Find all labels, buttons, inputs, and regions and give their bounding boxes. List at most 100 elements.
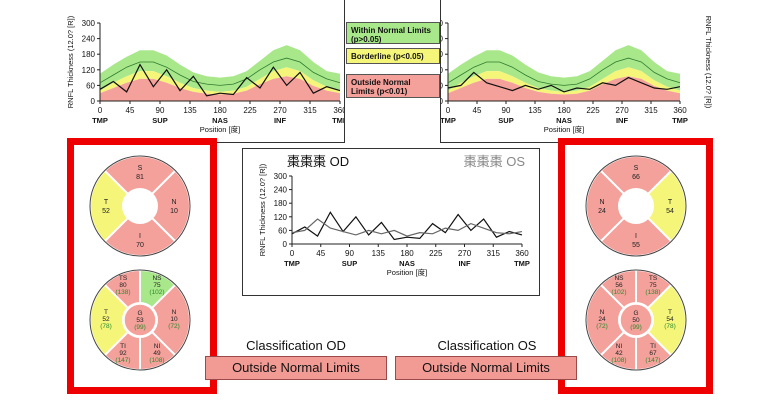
y-tick-label: 120: [82, 66, 96, 75]
sector-label: TS: [119, 275, 128, 282]
y-tick-label: 300: [440, 19, 444, 28]
region-label: INF: [616, 116, 629, 125]
x-tick-label: 90: [156, 106, 165, 115]
x-tick-label: 360: [515, 249, 529, 258]
y-tick-label: 180: [274, 199, 288, 208]
y-tick-label: 60: [278, 226, 287, 235]
y-tick-label: 300: [82, 19, 96, 28]
sector-label: N: [172, 309, 177, 316]
comparison-title-os: 棗棗棗 OS: [464, 154, 526, 169]
x-tick-label: 45: [316, 249, 325, 258]
x-tick-label: 180: [213, 106, 227, 115]
sector-norm: (147): [115, 357, 130, 364]
sector-label: G: [633, 310, 638, 317]
quadrant-label: I: [139, 233, 141, 240]
sector-norm: (99): [630, 324, 642, 331]
sector-label: N: [600, 309, 605, 316]
sector-value: 24: [598, 316, 606, 323]
x-tick-label: 180: [400, 249, 414, 258]
sector-value: 10: [170, 316, 178, 323]
y-tick-label: 0: [440, 97, 444, 106]
y-axis-label: RNFL Thickness (12.0? [R]): [704, 16, 713, 109]
x-tick-label: 135: [528, 106, 542, 115]
sector-norm: (99): [134, 324, 146, 331]
sector-value: 80: [119, 282, 127, 289]
y-tick-label: 60: [86, 81, 95, 90]
quadrant-center: [618, 188, 654, 224]
x-axis-label: Position [度]: [387, 267, 427, 277]
comparison-title-od: 棗棗棗 OD: [287, 154, 349, 169]
quadrant-value: 10: [170, 208, 178, 215]
sector-norm: (147): [645, 357, 660, 364]
borderline-band: [100, 67, 340, 95]
sector-value: 42: [615, 350, 623, 357]
quadrant-label: T: [668, 199, 673, 206]
x-tick-label: 0: [98, 106, 103, 115]
region-label: SUP: [498, 116, 513, 125]
classification-od-result: Outside Normal Limits: [205, 356, 387, 380]
y-tick-label: 120: [274, 213, 288, 222]
quadrant-label: N: [599, 199, 604, 206]
series-line-eye: [447, 71, 681, 93]
sector-norm: (102): [149, 289, 164, 296]
borderline-band: [448, 67, 680, 95]
quadrant-value: 54: [666, 208, 674, 215]
y-tick-label: 180: [82, 50, 96, 59]
x-tick-label: 270: [615, 106, 629, 115]
x-tick-label: 315: [303, 106, 317, 115]
region-label: SUP: [152, 116, 167, 125]
normal-band: [448, 45, 680, 92]
x-axis-label: Position [度]: [544, 124, 584, 134]
od-highlight-frame: [67, 138, 217, 394]
sector-value: 56: [615, 282, 623, 289]
sector-outline: [89, 269, 191, 371]
sector-norm: (108): [611, 357, 626, 364]
quadrant-value: 52: [102, 208, 110, 215]
series-line-os: [291, 218, 523, 237]
y-tick-label: 300: [274, 172, 288, 181]
quadrant-label: S: [634, 165, 639, 172]
os-quadrant-diagram: S 66 T 54 I 55 N 24: [585, 155, 687, 257]
y-tick-label: 240: [440, 35, 444, 44]
top-right-vertical: [440, 0, 441, 143]
quadrant-label: S: [138, 165, 143, 172]
y-tick-label: 180: [440, 50, 444, 59]
sector-label: NS: [614, 275, 624, 282]
x-tick-label: 0: [446, 106, 451, 115]
legend-borderline: Borderline (p<0.05): [346, 48, 440, 64]
top-left-border: [98, 142, 345, 143]
os-profile-chart: 06012018024030004590135180225270315360TM…: [440, 16, 713, 134]
sector-value: 67: [649, 350, 657, 357]
quadrant-value: 66: [632, 174, 640, 181]
region-label: TMP: [284, 259, 300, 268]
outside-band: [448, 76, 680, 101]
series-line-normative-mean: [447, 57, 681, 86]
sector-value: 49: [153, 350, 161, 357]
x-tick-label: 90: [345, 249, 354, 258]
x-tick-label: 270: [273, 106, 287, 115]
sector-label: NI: [154, 343, 161, 350]
x-tick-label: 45: [473, 106, 482, 115]
os-highlight-frame: [558, 138, 713, 394]
normal-band: [100, 45, 340, 92]
y-tick-label: 240: [82, 35, 96, 44]
quadrant-label: I: [635, 233, 637, 240]
quadrant-label: N: [171, 199, 176, 206]
series-line-eye: [99, 63, 341, 97]
x-tick-label: 90: [502, 106, 511, 115]
sector-label: TS: [649, 275, 658, 282]
legend-within: Within Normal Limits (p>0.05): [346, 22, 440, 44]
legend-outside: Outside Normal Limits (p<0.01): [346, 74, 440, 98]
sector-norm: (72): [596, 323, 608, 330]
region-label: TMP: [332, 116, 345, 125]
sector-value: 53: [136, 317, 144, 324]
x-tick-label: 315: [644, 106, 658, 115]
quadrant-value: 55: [632, 242, 640, 249]
od-quadrant-diagram: S 81 N 10 I 70 T 52: [89, 155, 191, 257]
quadrant-label: T: [104, 199, 109, 206]
sector-value: 50: [632, 317, 640, 324]
sector-value: 92: [119, 350, 127, 357]
sector-value: 75: [153, 282, 161, 289]
region-label: TMP: [672, 116, 688, 125]
x-tick-label: 45: [126, 106, 135, 115]
